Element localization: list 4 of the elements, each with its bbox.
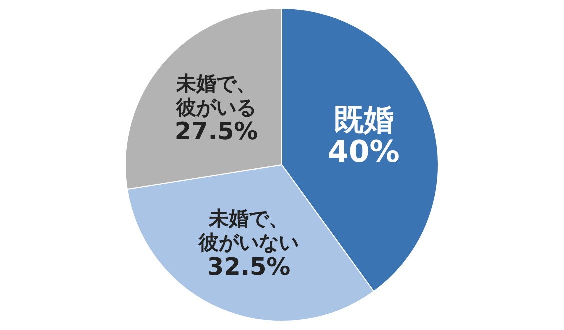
data-label: 27.5% bbox=[174, 117, 258, 146]
slice-label: 未婚で、彼がいない bbox=[198, 206, 300, 255]
data-label: 32.5% bbox=[207, 252, 291, 281]
slice-label: 未婚で、彼がいる bbox=[176, 71, 257, 120]
